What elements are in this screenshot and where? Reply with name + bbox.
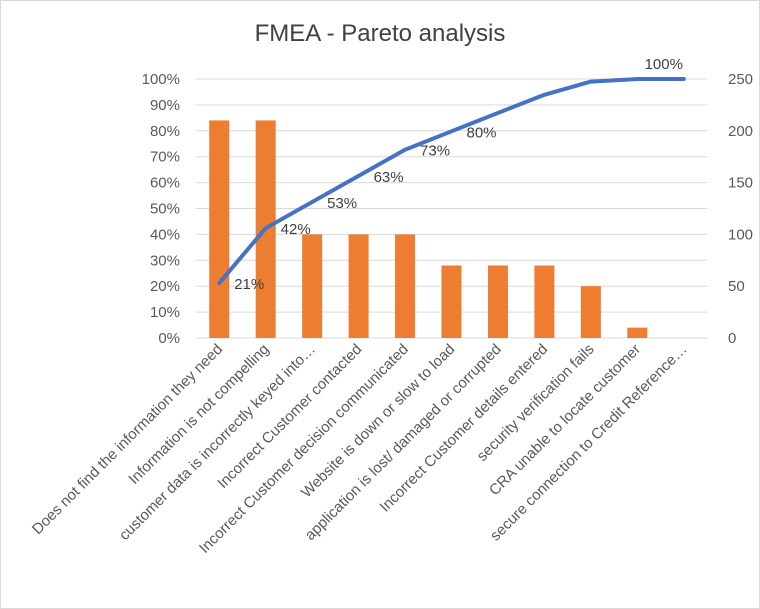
data-label: 100%	[645, 56, 683, 73]
secondary-axis-tick: 250	[728, 71, 753, 88]
data-label: 73%	[420, 143, 450, 160]
bar	[487, 265, 508, 338]
category-label: Does not find the information they need	[29, 341, 226, 538]
bar	[441, 265, 462, 338]
bar	[395, 234, 416, 338]
bar	[627, 327, 648, 338]
primary-axis-tick: 60%	[150, 175, 180, 192]
data-label: 21%	[234, 276, 264, 293]
secondary-axis-tick: 150	[728, 175, 753, 192]
primary-axis-tick: 90%	[150, 97, 180, 114]
category-label: Incorrect Customer details entered	[377, 341, 552, 516]
bar	[580, 286, 601, 338]
bar	[348, 234, 369, 338]
secondary-axis-tick: 50	[728, 278, 745, 295]
bar	[209, 120, 230, 338]
primary-axis-tick: 80%	[150, 123, 180, 140]
primary-axis-tick: 40%	[150, 226, 180, 243]
secondary-axis-tick: 200	[728, 123, 753, 140]
primary-axis-tick: 10%	[150, 304, 180, 321]
cumulative-line	[217, 77, 686, 286]
category-label: customer data is incorrectly keyed into…	[116, 341, 319, 544]
data-label: 53%	[327, 195, 357, 212]
primary-axis-tick: 50%	[150, 201, 180, 218]
chart-title: FMEA - Pareto analysis	[254, 20, 506, 47]
data-label: 63%	[374, 169, 404, 186]
secondary-axis-tick: 100	[728, 226, 753, 243]
data-label: 42%	[281, 221, 311, 238]
primary-axis-tick: 30%	[150, 252, 180, 269]
bar	[534, 265, 555, 338]
primary-axis-tick: 0%	[158, 330, 180, 347]
primary-axis-tick: 20%	[150, 278, 180, 295]
primary-axis-tick: 100%	[142, 71, 180, 88]
primary-axis-tick: 70%	[150, 149, 180, 166]
secondary-axis-tick: 0	[728, 330, 736, 347]
data-label: 80%	[467, 124, 497, 141]
bar	[302, 234, 323, 338]
